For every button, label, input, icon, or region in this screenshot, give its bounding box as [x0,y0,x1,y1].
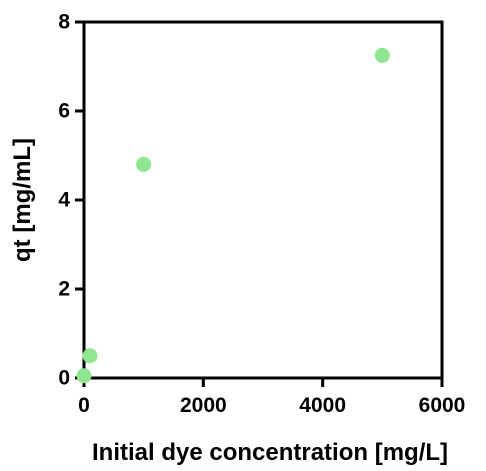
x-axis-title: Initial dye concentration [mg/L] [92,439,448,466]
y-axis-ticks: 0 2 4 6 8 [58,11,84,390]
data-point [136,156,152,172]
x-axis-ticks: 0 2000 4000 6000 [78,378,465,417]
y-tick-label: 4 [58,189,70,212]
data-point [76,368,92,384]
x-tick-label: 6000 [419,394,466,417]
data-points [76,47,390,384]
plot-area [82,20,444,380]
y-tick-label: 8 [58,11,70,34]
x-tick-label: 0 [78,394,90,417]
data-point [374,47,390,63]
y-axis-title: qt [mg/mL] [9,138,36,262]
y-tick-label: 2 [58,278,70,301]
x-tick-label: 4000 [299,394,346,417]
x-tick-label: 2000 [180,394,227,417]
y-tick-label: 0 [58,367,70,390]
data-point [82,348,98,364]
y-tick-label: 6 [58,100,70,123]
